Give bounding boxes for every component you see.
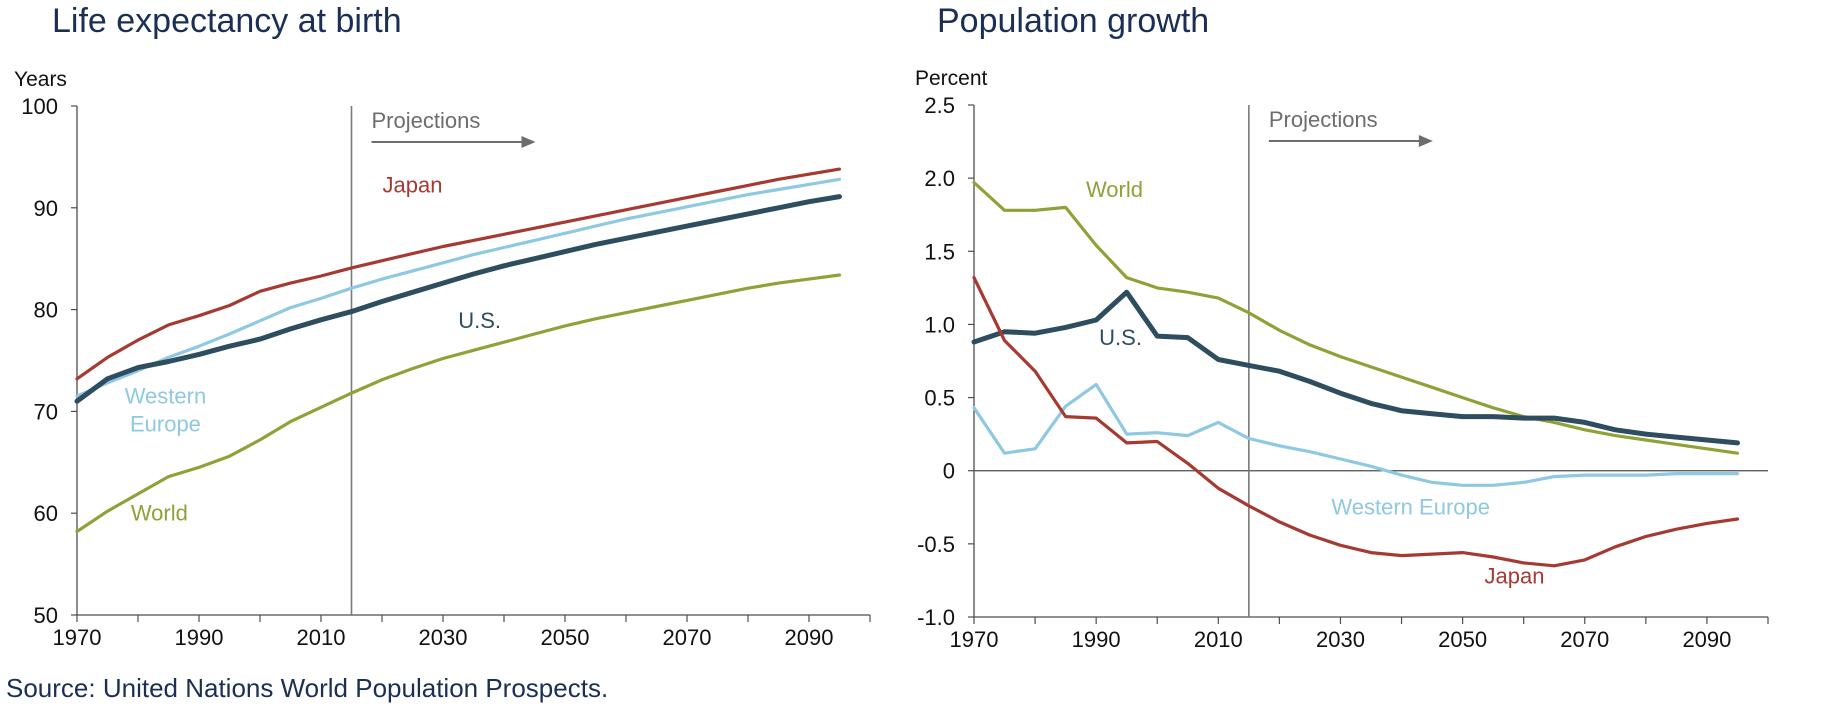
life-x-tick-label: 1970 xyxy=(53,625,102,650)
growth-x-tick-label: 2090 xyxy=(1682,627,1731,652)
growth-series-world-line xyxy=(972,180,1740,455)
life-y-axis-label: Years xyxy=(14,68,67,91)
life-projections-arrow-head xyxy=(521,136,536,148)
growth-x-tick-label: 1970 xyxy=(950,627,999,652)
growth-x-tick-label: 2030 xyxy=(1316,627,1365,652)
life-y-tick-label: 90 xyxy=(34,196,58,221)
growth-series-world-label: World xyxy=(1086,177,1143,202)
growth-series-western-europe-line xyxy=(972,382,1740,487)
growth-y-tick-label: -1.0 xyxy=(917,605,955,630)
life-series-u-s-line xyxy=(74,194,842,404)
growth-series-japan-label: Japan xyxy=(1485,563,1545,588)
growth-projections-arrow-head xyxy=(1418,135,1433,147)
growth-series-japan-line xyxy=(972,276,1740,568)
source-note: Source: United Nations World Population … xyxy=(6,673,609,703)
life-x-tick-label: 2090 xyxy=(785,625,834,650)
growth-y-tick-label: 1.0 xyxy=(924,312,955,337)
life-y-tick-label: 70 xyxy=(34,399,58,424)
life-x-tick-label: 2010 xyxy=(297,625,346,650)
growth-y-tick-label: 2.5 xyxy=(924,93,955,118)
life-series-u-s-label: U.S. xyxy=(458,308,501,333)
growth-y-tick-label: -0.5 xyxy=(917,532,955,557)
left-chart-title: Life expectancy at birth xyxy=(52,2,402,40)
life-series-western-europe-line xyxy=(75,177,842,398)
growth-series-u-s-label: U.S. xyxy=(1099,325,1142,350)
life-x-tick-label: 2050 xyxy=(541,625,590,650)
growth-x-tick-label: 1990 xyxy=(1072,627,1121,652)
life-x-tick-label: 1990 xyxy=(175,625,224,650)
growth-x-tick-label: 2070 xyxy=(1560,627,1609,652)
life-y-tick-label: 50 xyxy=(34,603,58,628)
life-projections-label: Projections xyxy=(372,108,481,133)
life-x-tick-label: 2030 xyxy=(419,625,468,650)
life-y-tick-label: 60 xyxy=(34,501,58,526)
growth-y-tick-label: 1.5 xyxy=(924,239,955,264)
life-expectancy-chart: 50 60 70 80 90 100 1970 1990 2010 2030 2050 2070 209… xyxy=(14,68,871,650)
growth-projections-label: Projections xyxy=(1269,107,1378,132)
growth-y-tick-label: 0 xyxy=(943,459,955,484)
life-y-tick-label: 80 xyxy=(34,298,58,323)
population-growth-chart: -1.0 -0.5 0 0.5 1.0 1.5 2.0 2.5 1970 1990 2010 2030… xyxy=(915,67,1769,652)
life-series-japan-label: Japan xyxy=(383,173,443,198)
life-series-western-europe-label: Western Europe xyxy=(125,383,207,436)
right-chart-title: Population growth xyxy=(937,2,1210,40)
growth-y-tick-label: 2.0 xyxy=(924,166,955,191)
growth-series-western-europe-label: Western Europe xyxy=(1331,495,1490,520)
growth-x-tick-label: 2010 xyxy=(1194,627,1243,652)
life-y-tick-label: 100 xyxy=(21,94,58,119)
life-series-world-label: World xyxy=(131,500,188,525)
life-series-japan-line xyxy=(75,167,842,381)
life-x-tick-label: 2070 xyxy=(663,625,712,650)
growth-x-tick-label: 2050 xyxy=(1438,627,1487,652)
growth-series-u-s-line xyxy=(971,289,1740,446)
life-series-world-line xyxy=(75,273,842,534)
growth-y-tick-label: 0.5 xyxy=(924,386,955,411)
growth-y-axis-label: Percent xyxy=(915,67,988,90)
